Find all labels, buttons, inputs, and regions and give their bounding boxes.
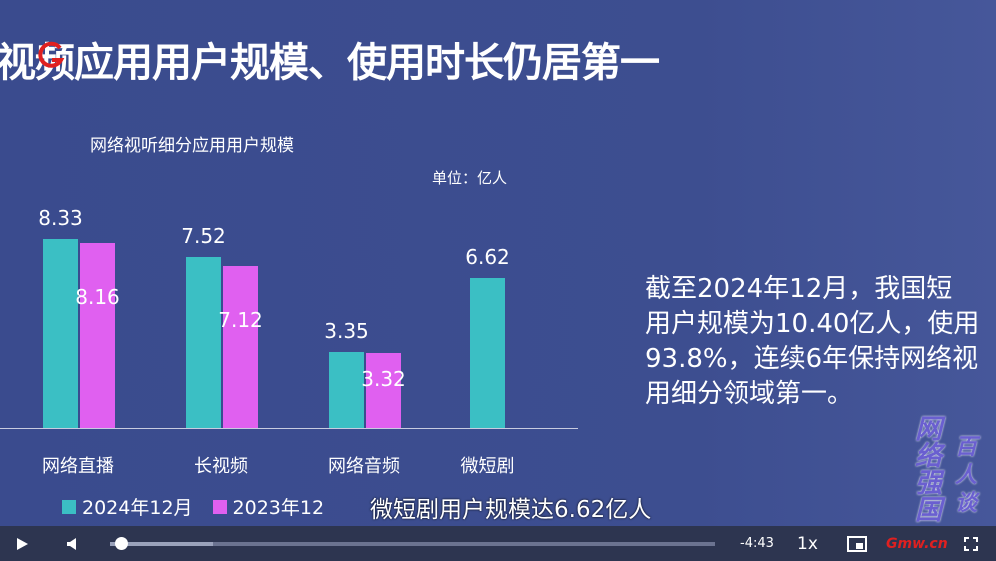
fullscreen-button[interactable] xyxy=(964,526,978,561)
legend-swatch-2023 xyxy=(212,499,227,514)
slide-note: 截至2024年12月，我国短 用户规模为10.40亿人，使用 93.8%，连续6… xyxy=(645,272,979,412)
watermark-main: 网络强国 xyxy=(915,414,942,526)
legend-swatch-2024 xyxy=(62,499,76,514)
value-label: 6.62 xyxy=(465,244,510,269)
slide-title: 视频应用用户规模、使用时长仍居第一 xyxy=(0,39,660,86)
legend-label-2024: 2024年12月 xyxy=(82,497,193,519)
bar-2023 xyxy=(80,242,115,428)
bar-2023 xyxy=(366,352,401,428)
category-label: 网络音频 xyxy=(328,456,400,477)
note-line: 截至2024年12月，我国短 xyxy=(645,274,953,304)
volume-icon xyxy=(67,537,76,550)
note-line: 93.8%，连续6年保持网络视 xyxy=(645,344,979,374)
play-icon xyxy=(17,537,28,550)
brand-logo[interactable]: Gmw.cn xyxy=(886,535,948,552)
x-axis xyxy=(0,428,578,429)
legend-label-2023: 2023年12 xyxy=(232,497,325,519)
fullscreen-icon xyxy=(964,536,978,551)
bar-2024 xyxy=(43,238,78,428)
video-subtitle: 微短剧用户规模达6.62亿人 xyxy=(370,497,652,523)
chart-title: 网络视听细分应用用户规模 xyxy=(90,136,294,156)
video-frame[interactable]: 视频应用用户规模、使用时长仍居第一 网络视听细分应用用户规模 单位：亿人 202… xyxy=(0,0,996,526)
progress-handle[interactable] xyxy=(115,537,128,550)
speed-button[interactable]: 1x xyxy=(797,533,818,554)
watermark-side: 百人谈 xyxy=(955,435,978,516)
gmw-logo xyxy=(38,41,65,68)
picture-in-picture-icon xyxy=(847,535,867,552)
category-label: 微短剧 xyxy=(460,456,515,477)
player-controls: -4:43 1x Gmw.cn xyxy=(0,526,996,561)
time-remaining: -4:43 xyxy=(740,536,774,551)
value-label: 8.16 xyxy=(75,284,120,309)
chart-legend: 2024年12月 2023年12 xyxy=(62,493,324,520)
category-label: 长视频 xyxy=(194,456,248,477)
volume-button[interactable] xyxy=(65,526,79,561)
progress-bar[interactable] xyxy=(110,542,715,546)
category-label: 网络直播 xyxy=(42,456,114,477)
value-label: 3.32 xyxy=(361,366,406,391)
bar-2023 xyxy=(223,266,258,428)
note-line: 用户规模为10.40亿人，使用 xyxy=(645,309,980,339)
note-line: 用细分领域第一。 xyxy=(645,379,854,409)
value-label: 7.12 xyxy=(218,308,263,333)
bar-2024 xyxy=(470,277,505,428)
value-label: 7.52 xyxy=(181,224,226,249)
value-label: 8.33 xyxy=(38,205,83,230)
buffered-bar xyxy=(110,542,213,546)
bar-2024 xyxy=(329,351,364,428)
play-button[interactable] xyxy=(15,526,29,561)
chart-unit: 单位：亿人 xyxy=(432,169,508,187)
value-label: 3.35 xyxy=(324,318,369,343)
pip-button[interactable] xyxy=(847,526,867,561)
bar-2024 xyxy=(186,257,221,428)
